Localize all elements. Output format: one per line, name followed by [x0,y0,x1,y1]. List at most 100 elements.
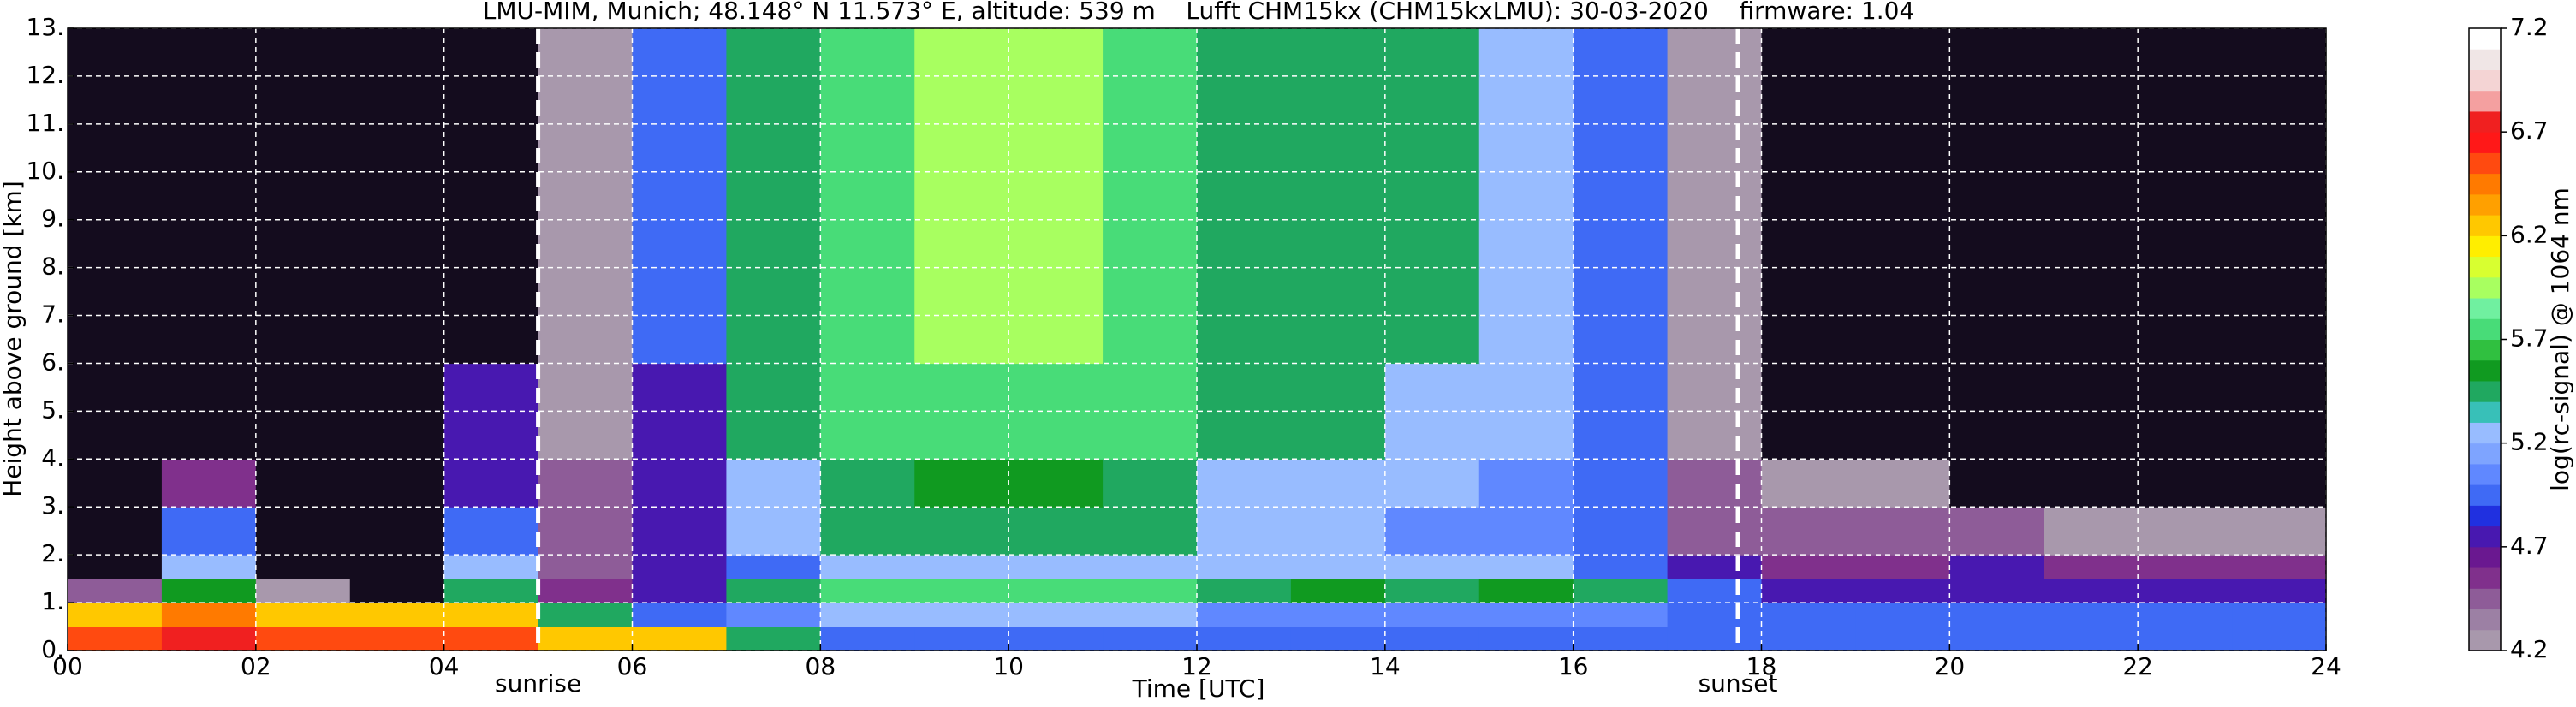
heatmap-cell [820,507,915,556]
y-tick-label: 0. [41,635,64,663]
y-tick-label: 3. [41,491,64,520]
heatmap-cell [161,507,257,556]
heatmap-cell [349,579,445,603]
heatmap-cell [820,459,915,508]
heatmap-cell [914,219,1009,365]
heatmap-cell [1103,219,1198,365]
x-tick-label: 04 [429,652,460,680]
heatmap-cell [820,579,915,603]
heatmap-cell [1384,507,1480,556]
heatmap-cell [1008,555,1104,579]
heatmap-cell [443,603,539,627]
heatmap-cell [255,219,351,365]
colorbar-segment [2469,422,2501,444]
x-tick-label: 10 [993,652,1024,680]
heatmap-cell [2044,579,2139,603]
heatmap-cell [1103,459,1198,508]
heatmap-cell [538,627,634,651]
heatmap-cell [632,579,728,603]
heatmap-cell [68,459,163,508]
heatmap-cell [1008,219,1104,365]
colorbar-segment [2469,484,2501,506]
heatmap-cell [726,459,821,508]
heatmap-cell [68,219,163,365]
y-tick-label: 12. [26,61,64,89]
heatmap-cell [1290,219,1386,365]
heatmap-cell [349,627,445,651]
heatmap-cell [443,219,539,365]
heatmap-cell [1761,579,1857,603]
heatmap-cell [914,507,1009,556]
x-axis-label: Time [UTC] [1132,674,1265,703]
heatmap-cell [1384,219,1480,365]
heatmap-cell [443,507,539,556]
heatmap-cell [1290,555,1386,579]
colorbar-tick-label: 5.2 [2510,428,2549,456]
colorbar-tick-label: 7.2 [2510,13,2549,41]
heatmap-cell [726,555,821,579]
heatmap-cell [1008,627,1104,651]
x-tick-label: 14 [1370,652,1401,680]
x-tick-label: 12 [1181,652,1212,680]
colorbar-segment [2469,28,2501,50]
heatmap-cell [161,627,257,651]
heatmap-cell [538,603,634,627]
y-tick-label: 1. [41,587,64,615]
heatmap-cell [1949,627,2044,651]
colorbar-segment [2469,567,2501,589]
heatmap-cell [1949,603,2044,627]
colorbar-segment [2469,256,2501,278]
heatmap-cell [1573,555,1669,579]
heatmap-cell [820,555,915,579]
heatmap-cell [1573,627,1669,651]
heatmap-cell [1573,459,1669,508]
heatmap-cell [632,459,728,508]
heatmap-cell [1197,219,1292,365]
heatmap-cell [914,555,1009,579]
heatmap-cell [161,555,257,579]
colorbar-tick-label: 4.7 [2510,532,2549,560]
heatmap-cell [1949,555,2044,579]
colorbar-segment [2469,173,2501,195]
heatmap-cell [1667,603,1763,627]
marker-label: sunrise [495,669,581,698]
heatmap-cell [2138,219,2233,365]
colorbar-segment [2469,401,2501,423]
colorbar-segment [2469,546,2501,568]
heatmap-cell [349,459,445,508]
plot-frame [67,27,2327,651]
heatmap-cell [1197,603,1292,627]
heatmap-cell [443,627,539,651]
heatmap-cell [1949,579,2044,603]
heatmap-cell [632,219,728,365]
heatmap-cell [2044,627,2139,651]
heatmap-cell [2044,507,2139,556]
y-tick-label: 5. [41,395,64,424]
colorbar-tick-label: 5.7 [2510,324,2549,353]
x-tick-label: 24 [2311,652,2341,680]
colorbar-label: log(rc-signal) @ 1064 nm [2546,187,2574,491]
heatmap-cell [1478,579,1574,603]
heatmap-cell [538,555,634,579]
heatmap-cell [1855,603,1950,627]
heatmap-cell [632,603,728,627]
colorbar-segment [2469,298,2501,319]
heatmap-cell [349,555,445,579]
heatmap-cell [1949,459,2044,508]
heatmap-cell [1008,579,1104,603]
heatmap-cell [1290,627,1386,651]
heatmap-cell [1384,627,1480,651]
heatmap-cell [1290,507,1386,556]
heatmap-cell [1197,459,1292,508]
colorbar-segment [2469,215,2501,236]
heatmap-cell [914,603,1009,627]
marker-label: sunset [1698,669,1778,698]
colorbar-tick-label: 6.2 [2510,220,2549,248]
heatmap-cell [1667,579,1763,603]
heatmap-cell [820,219,915,365]
heatmap-cell [538,507,634,556]
heatmap-cell [914,579,1009,603]
colorbar-segment [2469,235,2501,258]
heatmap-cell [1855,507,1950,556]
